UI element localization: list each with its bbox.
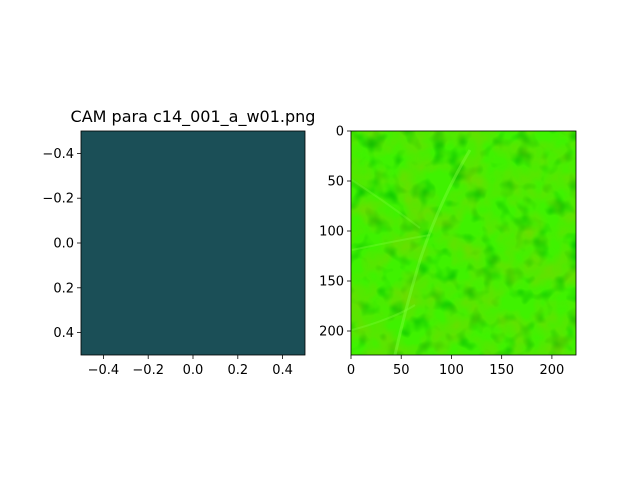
leaf-x-tick-label: 50 (393, 363, 410, 378)
leaf-vein (351, 234, 431, 251)
cam-y-tick-label: 0.4 (53, 326, 74, 341)
leaf-y-tick-label: 0 (336, 125, 344, 140)
leaf-image-highlights (351, 131, 576, 355)
cam-x-axis: −0.4 −0.2 0.0 0.2 0.4 (88, 355, 293, 378)
cam-y-axis: −0.4 −0.2 0.0 0.2 0.4 (42, 147, 81, 341)
cam-x-tick-label: −0.2 (132, 363, 164, 378)
leaf-y-tick-label: 200 (319, 325, 344, 340)
leaf-vein (351, 179, 421, 229)
leaf-x-tick-label: 100 (439, 363, 464, 378)
cam-title: CAM para c14_001_a_w01.png (71, 107, 316, 127)
leaf-x-tick-label: 200 (539, 363, 564, 378)
leaf-axes-frame (350, 130, 577, 356)
heatmap-cell (81, 131, 305, 355)
cam-y-tick-label: −0.4 (42, 147, 74, 162)
leaf-x-tick-label: 0 (347, 363, 355, 378)
cam-x-tick-label: 0.2 (227, 363, 248, 378)
leaf-y-axis: 0 50 100 150 200 (319, 125, 351, 340)
cam-x-tick-label: −0.4 (88, 363, 120, 378)
leaf-x-axis: 0 50 100 150 200 (347, 355, 564, 378)
cam-y-tick-label: −0.2 (42, 192, 74, 207)
leaf-y-tick-label: 50 (327, 175, 344, 190)
leaf-y-tick-label: 150 (319, 275, 344, 290)
leaf-y-tick-label: 100 (319, 225, 344, 240)
leaf-vein (351, 304, 416, 331)
cam-x-tick-label: 0.0 (183, 363, 204, 378)
cam-x-tick-label: 0.4 (272, 363, 293, 378)
cam-y-tick-label: 0.2 (53, 281, 74, 296)
cam-y-tick-label: 0.0 (53, 237, 74, 252)
leaf-x-tick-label: 150 (489, 363, 514, 378)
leaf-image (351, 131, 576, 355)
cam-axes: CAM para c14_001_a_w01.png −0.4 −0.2 0.0 0.… (42, 107, 315, 378)
leaf-vein (393, 149, 472, 355)
leaf-image-axes: 0 50 100 150 200 0 50 100 150 200 (319, 125, 577, 378)
